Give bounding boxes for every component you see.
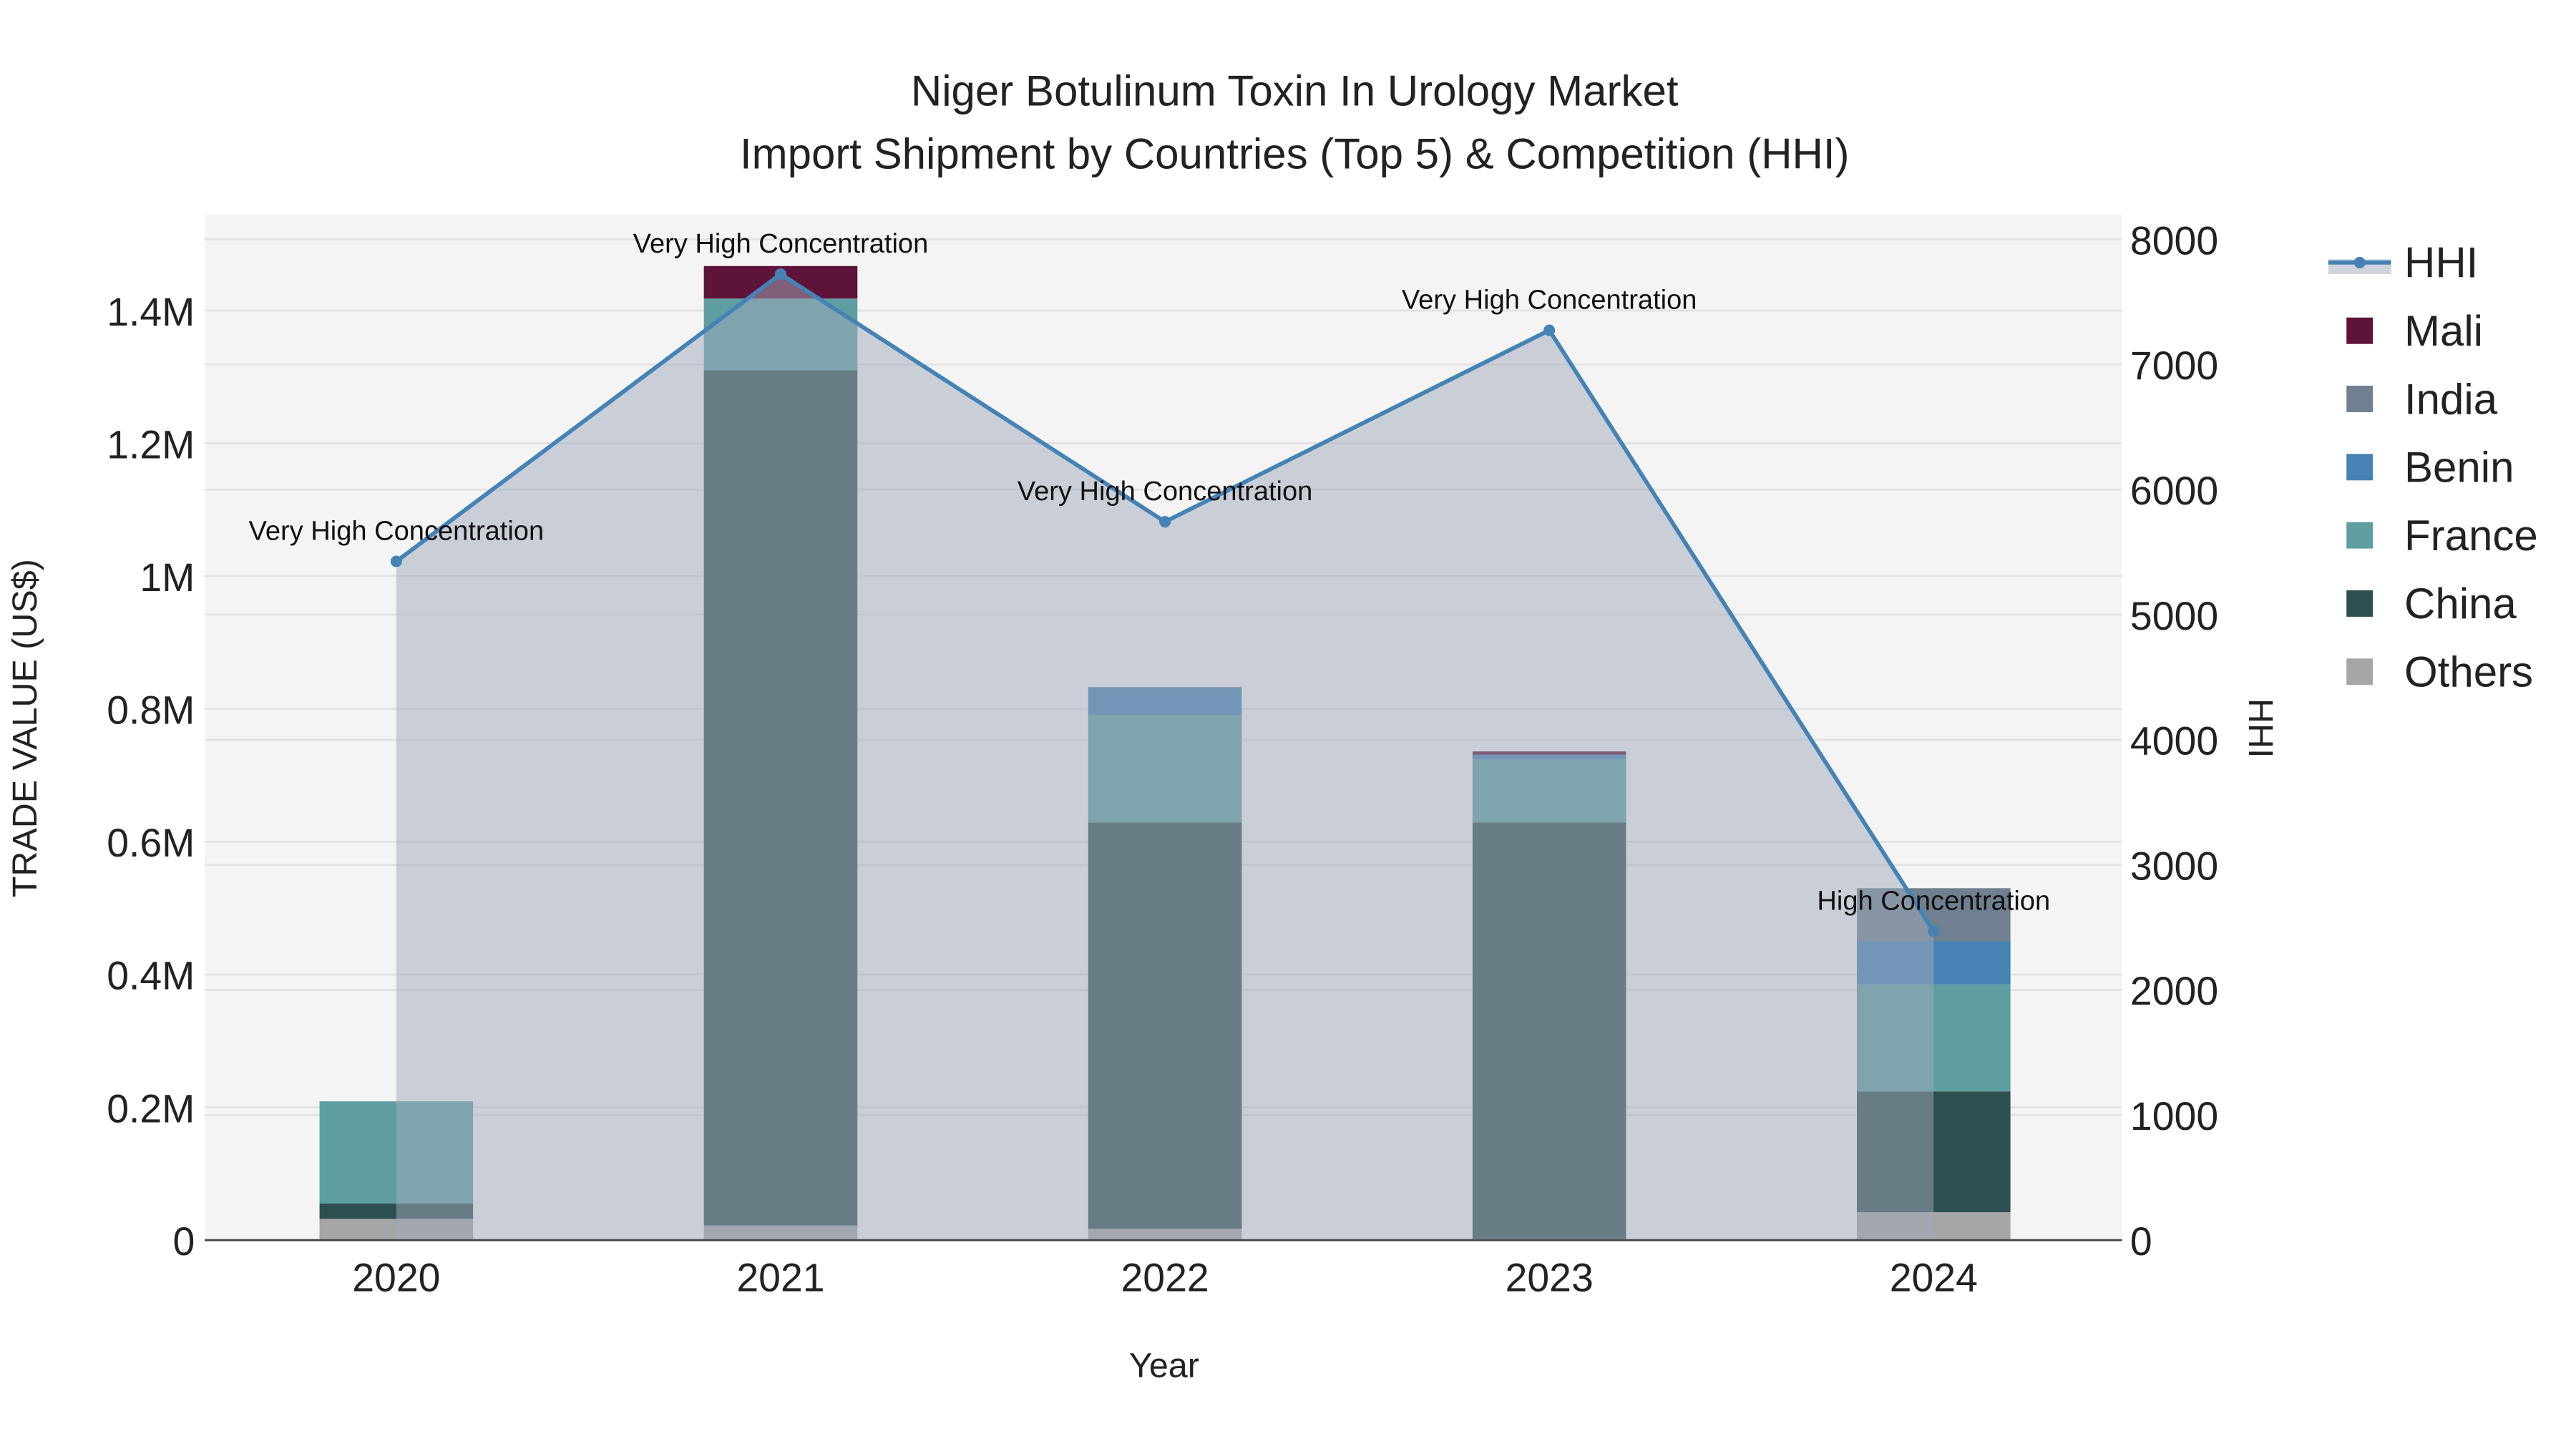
y-tick-label: 0.4M [107, 954, 195, 998]
x-tick-label: 2022 [1121, 1256, 1209, 1300]
y2-axis-label: HHI [2241, 698, 2280, 758]
y2-tick-label: 6000 [2130, 469, 2218, 513]
hhi-annotation: Very High Concentration [1402, 286, 1697, 316]
hhi-point-2020 [390, 555, 402, 567]
y-tick-label: 0.6M [107, 821, 195, 865]
annotations: Very High Concentration Very High Concent… [249, 229, 2051, 916]
y-tick-label: 0.2M [107, 1086, 195, 1131]
y2-tick-label: 8000 [2130, 218, 2218, 263]
hhi-point-2023 [1543, 324, 1556, 336]
x-axis-ticks: 2020 2021 2022 2023 2024 [352, 1256, 1978, 1300]
y2-tick-label: 5000 [2130, 594, 2218, 638]
x-tick-label: 2021 [736, 1256, 824, 1300]
x-tick-label: 2023 [1506, 1256, 1594, 1300]
y-tick-label: 1.4M [107, 290, 195, 334]
y2-tick-label: 3000 [2130, 844, 2218, 888]
hhi-annotation: Very High Concentration [249, 517, 545, 547]
y2-tick-label: 7000 [2130, 343, 2218, 388]
hhi-point-2021 [774, 268, 787, 280]
legend-label-others: Others [2404, 648, 2533, 696]
chart-title: Niger Botulinum Toxin In Urology Market [911, 67, 1679, 115]
hhi-fill-area [396, 274, 1934, 1241]
legend-swatch-others [2346, 658, 2373, 686]
x-tick-label: 2020 [352, 1256, 440, 1300]
hhi-annotation: Very High Concentration [1018, 477, 1313, 507]
legend-swatch-benin [2346, 454, 2373, 481]
x-tick-label: 2024 [1890, 1256, 1978, 1300]
legend-label-china: China [2404, 580, 2517, 628]
legend-swatch-india [2346, 386, 2373, 412]
legend-label-mali: Mali [2404, 307, 2483, 355]
y2-axis-ticks: 0 1000 2000 3000 4000 5000 6000 7000 8000 [2130, 218, 2218, 1263]
chart-subtitle: Import Shipment by Countries (Top 5) & C… [740, 130, 1850, 177]
hhi-point-2022 [1159, 516, 1171, 528]
hhi-line [390, 268, 1940, 937]
y-tick-label: 1M [140, 555, 195, 600]
y2-tick-label: 4000 [2130, 719, 2218, 763]
y2-tick-label: 1000 [2130, 1094, 2218, 1138]
legend-label-hhi: HHI [2404, 239, 2478, 287]
legend-swatch-mali [2346, 317, 2373, 344]
legend-label-france: France [2404, 512, 2538, 560]
legend-swatch-china [2346, 590, 2373, 617]
y-axis-ticks: 0 0.2M 0.4M 0.6M 0.8M 1M 1.2M 1.4M [107, 290, 195, 1264]
y-tick-label: 1.2M [107, 422, 195, 467]
legend-label-benin: Benin [2404, 444, 2514, 492]
legend-swatch-france [2346, 522, 2373, 549]
legend-swatch-hhi-marker [2353, 256, 2366, 268]
hhi-annotation: Very High Concentration [633, 229, 929, 259]
y2-tick-label: 0 [2130, 1219, 2152, 1264]
hhi-annotation: High Concentration [1817, 886, 2050, 916]
y2-tick-label: 2000 [2130, 969, 2218, 1013]
hhi-area [396, 274, 1934, 1241]
y-axis-label: TRADE VALUE (US$) [6, 559, 44, 897]
y-tick-label: 0.8M [107, 688, 195, 733]
y-tick-label: 0 [172, 1219, 195, 1264]
hhi-point-2024 [1928, 925, 1940, 937]
legend: HHI Mali India Benin France China Others [2328, 239, 2538, 696]
x-axis-label: Year [1129, 1347, 1199, 1385]
legend-label-india: India [2404, 375, 2498, 423]
